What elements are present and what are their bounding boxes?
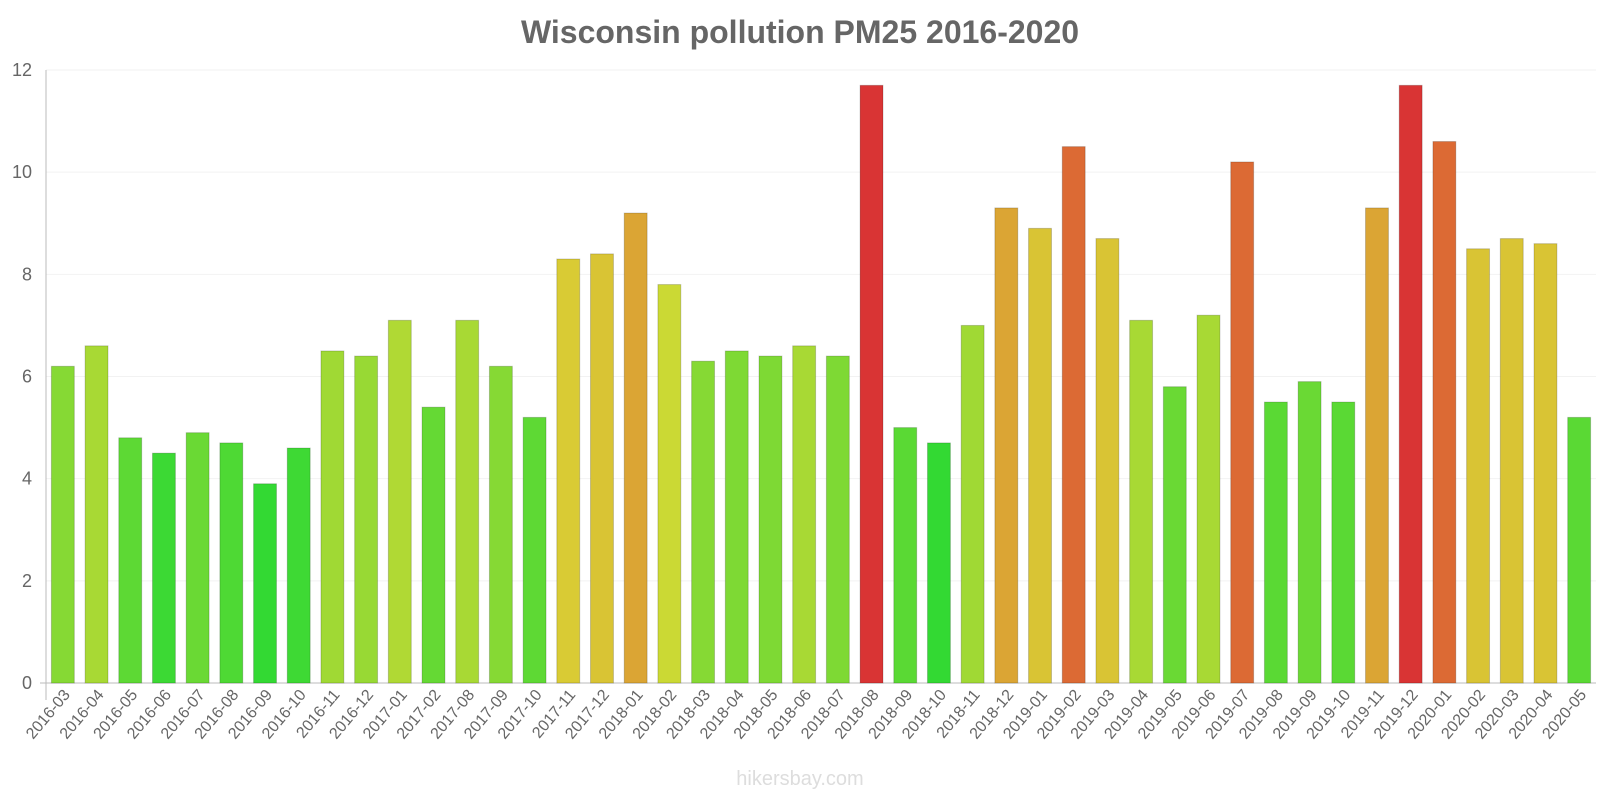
- bar: [960, 324, 985, 684]
- bar: [1466, 248, 1491, 684]
- bar: [1162, 386, 1187, 684]
- bar: [792, 345, 817, 684]
- bar: [1331, 401, 1356, 684]
- bar: [590, 253, 614, 684]
- bar: [1129, 319, 1154, 684]
- bar: [1196, 314, 1221, 684]
- bar: [1028, 227, 1052, 684]
- bar: [488, 365, 513, 684]
- y-tick-label: 10: [12, 162, 32, 182]
- watermark: hikersbay.com: [736, 768, 864, 790]
- bar: [1567, 416, 1592, 684]
- y-tick-labels: 0 2 4 6 8 10 12: [12, 60, 32, 693]
- bar: [724, 350, 749, 684]
- bar: [387, 319, 412, 684]
- bar: [1230, 161, 1255, 684]
- bar: [1533, 243, 1558, 684]
- bar: [320, 350, 345, 684]
- bar: [1499, 238, 1524, 684]
- y-tick-label: 0: [22, 673, 32, 693]
- bar: [758, 355, 783, 684]
- bar: [185, 432, 210, 684]
- y-tick-label: 8: [22, 264, 32, 284]
- bar: [657, 284, 682, 684]
- bar: [50, 365, 75, 684]
- bar: [84, 345, 109, 684]
- bar: [1365, 207, 1389, 684]
- bar: [556, 258, 581, 684]
- bar: [1297, 381, 1322, 684]
- y-tick-label: 2: [22, 571, 32, 591]
- x-tick-labels: 2016-032016-042016-052016-062016-072016-…: [23, 687, 1590, 743]
- bar: [825, 355, 850, 684]
- bar: [421, 406, 446, 684]
- bar: [219, 442, 244, 684]
- grid-lines: [46, 69, 1596, 582]
- y-tick-label: 6: [22, 367, 32, 387]
- bar: [893, 427, 918, 684]
- bar: [118, 437, 143, 684]
- bar: [455, 319, 480, 684]
- bar: [1263, 401, 1288, 684]
- bars: [50, 84, 1592, 684]
- bar: [1432, 141, 1457, 684]
- bar: [354, 355, 379, 684]
- y-tick-label: 12: [12, 60, 32, 80]
- bar: [1398, 84, 1423, 684]
- bar: [691, 360, 716, 684]
- bar: [926, 442, 951, 684]
- chart-title: Wisconsin pollution PM25 2016-2020: [520, 14, 1080, 50]
- bar: [1095, 238, 1120, 684]
- bar: [522, 416, 547, 684]
- bar: [151, 452, 176, 684]
- y-tick-label: 4: [22, 469, 32, 489]
- bar: [253, 483, 277, 684]
- bar: [1061, 146, 1086, 684]
- bar: [859, 84, 884, 684]
- bar: [623, 212, 648, 684]
- bar: [994, 207, 1019, 684]
- bar: [286, 447, 311, 684]
